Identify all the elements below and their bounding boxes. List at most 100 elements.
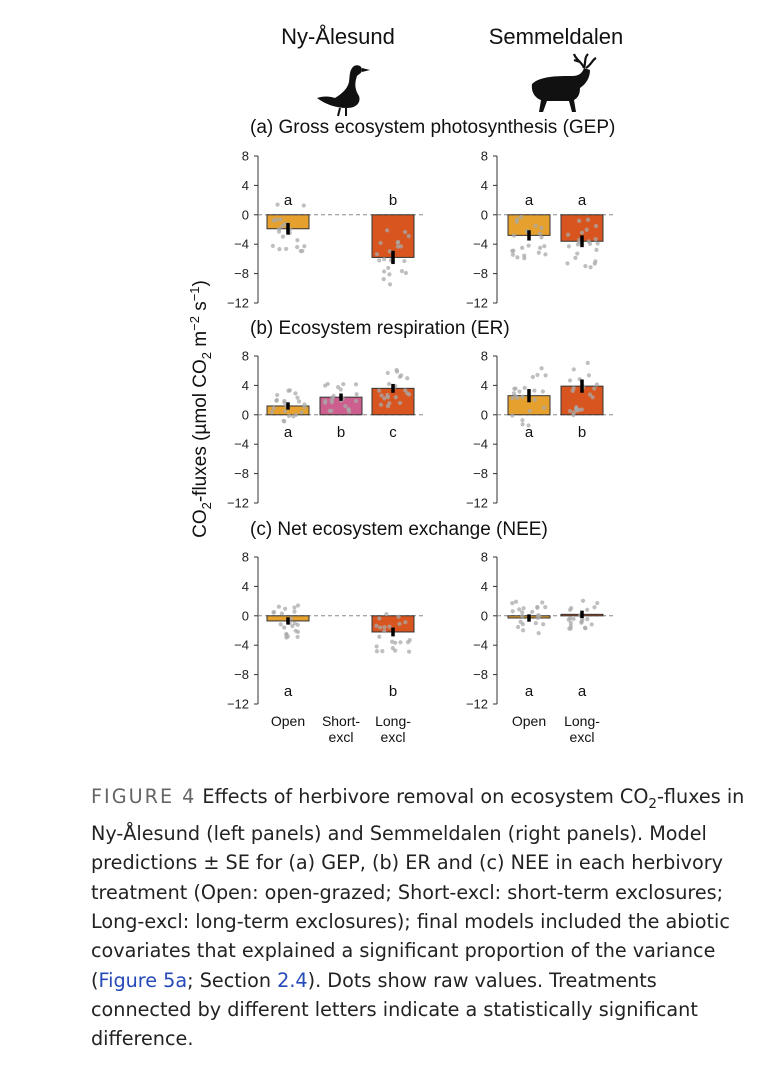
raw-value-dot — [331, 393, 336, 399]
raw-value-dot — [374, 623, 379, 628]
raw-value-dot — [517, 607, 522, 612]
raw-value-dot — [583, 264, 588, 269]
raw-value-dot — [385, 370, 390, 376]
y-tick-label: −8 — [473, 667, 488, 682]
raw-value-dot — [274, 398, 279, 403]
raw-value-dot — [280, 224, 285, 229]
y-tick-label: −12 — [227, 496, 249, 511]
raw-value-dot — [394, 367, 399, 373]
raw-value-dot — [387, 249, 392, 254]
raw-value-dot — [533, 223, 538, 228]
y-axis-label-part: CO — [190, 509, 211, 538]
raw-value-dot — [530, 374, 535, 380]
raw-value-dot — [271, 405, 276, 411]
raw-value-dot — [269, 410, 275, 415]
caption-text-4: ). Dots show raw values. Treatments conn… — [91, 968, 698, 1051]
y-tick-label: 4 — [242, 178, 249, 193]
raw-value-dot — [586, 373, 592, 378]
raw-value-dot — [329, 408, 334, 413]
raw-value-dot — [567, 408, 573, 414]
raw-value-dot — [520, 418, 525, 423]
y-tick-label: −8 — [234, 466, 249, 481]
significance-letter: b — [389, 683, 397, 700]
raw-value-dot — [288, 616, 294, 621]
significance-letter: b — [578, 424, 586, 441]
y-tick-label: 8 — [242, 349, 249, 364]
raw-value-dot — [395, 240, 400, 245]
raw-value-dot — [510, 609, 515, 614]
raw-value-dot — [566, 617, 571, 622]
panel-title-0: (a) Gross ecosystem photosynthesis (GEP) — [250, 117, 615, 138]
raw-value-dot — [539, 225, 544, 231]
raw-value-dot — [567, 626, 572, 631]
raw-value-dot — [284, 246, 289, 251]
raw-value-dot — [536, 250, 541, 255]
raw-value-dot — [510, 252, 516, 257]
raw-value-dot — [399, 373, 404, 378]
raw-value-dot — [397, 621, 402, 626]
raw-value-dot — [595, 600, 600, 606]
raw-value-dot — [406, 392, 412, 397]
y-tick-label: 4 — [481, 579, 488, 594]
raw-value-dot — [566, 244, 571, 249]
raw-value-dot — [346, 407, 351, 412]
reindeer-body-icon — [531, 68, 590, 112]
y-axis-label-part: 2 — [199, 352, 214, 359]
raw-value-dot — [278, 217, 283, 222]
goose-body-icon — [317, 65, 362, 108]
goose-beak-icon — [362, 68, 370, 72]
raw-value-dot — [286, 413, 292, 418]
raw-value-dot — [374, 252, 380, 257]
raw-value-dot — [385, 404, 391, 409]
raw-value-dot — [533, 621, 538, 626]
raw-value-dot — [393, 395, 398, 400]
raw-value-dot — [543, 252, 548, 257]
raw-value-dot — [343, 403, 348, 409]
raw-value-dot — [395, 244, 401, 249]
raw-value-dot — [566, 232, 571, 237]
section-2-4-link[interactable]: 2.4 — [277, 968, 308, 992]
raw-value-dot — [301, 203, 306, 208]
raw-value-dot — [387, 624, 392, 629]
raw-value-dot — [396, 614, 401, 619]
raw-value-dot — [532, 388, 537, 393]
raw-value-dot — [521, 628, 526, 633]
raw-value-dot — [377, 616, 382, 621]
y-tick-label: 0 — [242, 207, 249, 222]
caption-text-1: Effects of herbivore removal on ecosyste… — [202, 785, 649, 808]
raw-value-dot — [593, 223, 599, 229]
raw-value-dot — [282, 625, 287, 630]
raw-value-dot — [405, 376, 410, 381]
raw-value-dot — [594, 247, 599, 252]
y-tick-label: 8 — [481, 349, 488, 364]
y-tick-label: 8 — [242, 149, 249, 164]
raw-value-dot — [302, 244, 307, 249]
y-tick-label: −4 — [473, 237, 488, 252]
raw-value-dot — [378, 240, 383, 246]
treatment-label: Short- — [322, 713, 360, 729]
y-tick-label: −8 — [234, 266, 249, 281]
y-tick-label: 0 — [242, 407, 249, 422]
raw-value-dot — [397, 400, 403, 406]
raw-value-dot — [571, 410, 576, 415]
y-axis-label-part: 2 — [199, 502, 214, 509]
raw-value-dot — [586, 239, 591, 244]
raw-value-dot — [595, 241, 600, 246]
raw-value-dot — [515, 255, 520, 260]
raw-value-dot — [577, 218, 582, 223]
y-tick-label: −12 — [227, 697, 249, 712]
raw-value-dot — [296, 399, 302, 404]
raw-value-dot — [284, 632, 289, 637]
figure-5a-link[interactable]: Figure 5a — [98, 968, 188, 992]
raw-value-dot — [520, 610, 525, 615]
raw-value-dot — [403, 229, 408, 235]
raw-value-dot — [518, 214, 524, 220]
raw-value-dot — [290, 623, 295, 629]
raw-value-dot — [530, 609, 535, 614]
raw-value-dot — [382, 625, 387, 630]
raw-value-dot — [329, 400, 335, 405]
raw-value-dot — [589, 622, 594, 627]
caption-subscript: 2 — [648, 796, 657, 812]
raw-value-dot — [379, 393, 384, 398]
y-tick-label: 8 — [481, 550, 488, 565]
